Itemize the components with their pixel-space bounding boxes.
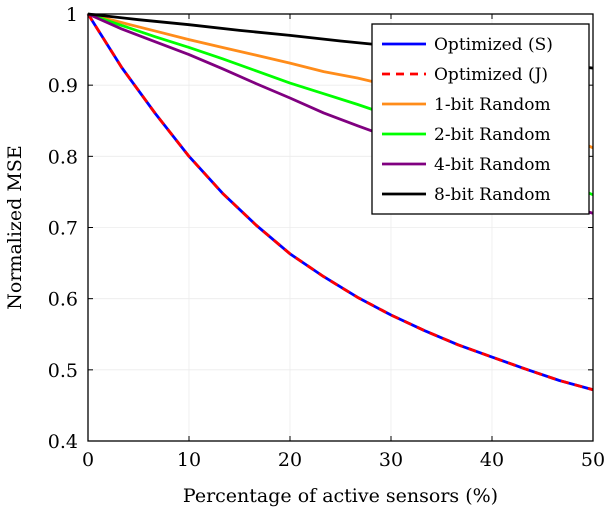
x-tick-label: 20 (278, 449, 302, 471)
x-axis-title: Percentage of active sensors (%) (183, 485, 498, 507)
legend-label: 4-bit Random (434, 155, 551, 175)
x-tick-label: 30 (379, 449, 403, 471)
y-tick-label: 0.9 (48, 75, 78, 97)
series-line (86, 13, 594, 392)
legend-label: Optimized (J) (434, 65, 548, 85)
x-tick-label: 10 (177, 449, 201, 471)
x-tick-label: 0 (82, 449, 94, 471)
y-tick-label: 0.6 (48, 289, 78, 311)
legend-box (371, 23, 590, 215)
legend-label: Optimized (S) (434, 35, 553, 55)
y-tick-label: 0.8 (48, 146, 78, 168)
legend-label: 1-bit Random (434, 95, 551, 115)
axis-ticks: 0 10 20 30 40 50 0.4 0.5 0.6 0.7 0.8 0.9 1 (48, 4, 605, 471)
y-tick-label: 0.7 (48, 218, 78, 240)
legend: Optimized (S) Optimized (J) 1-bit Random 2-… (371, 23, 590, 215)
y-axis-title: Normalized MSE (4, 145, 26, 309)
x-tick-label: 40 (480, 449, 504, 471)
y-tick-label: 0.4 (48, 431, 78, 453)
y-tick-label: 1 (66, 4, 78, 26)
legend-label: 2-bit Random (434, 125, 551, 145)
y-tick-label: 0.5 (48, 360, 78, 382)
x-tick-label: 50 (581, 449, 605, 471)
legend-label: 8-bit Random (434, 185, 551, 205)
